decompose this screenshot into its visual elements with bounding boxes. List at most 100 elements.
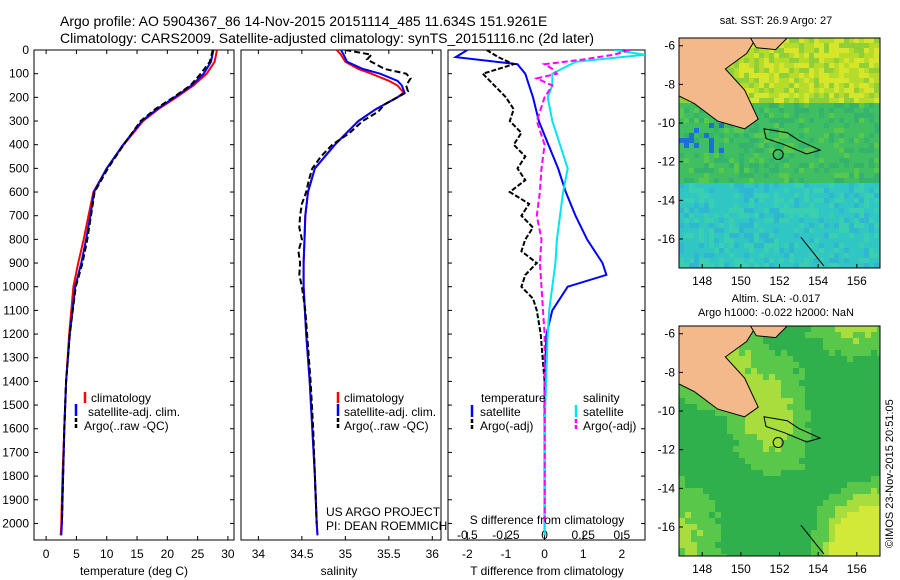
x-tick-label: 30 — [221, 547, 235, 561]
y-tick-label: 700 — [9, 209, 29, 223]
y-tick-label: 1200 — [2, 327, 29, 341]
salinity-legend: climatology satellite-adj. clim. Argo(..… — [336, 391, 436, 433]
sla-map: Altim. SLA: -0.017 Argo h1000: -0.022 h2… — [658, 293, 881, 576]
land-new-guinea — [679, 38, 759, 130]
x-tick-label: 148 — [692, 274, 712, 288]
salinity-xlabel: salinity — [321, 564, 358, 578]
x-tick-label: 34.5 — [290, 547, 314, 561]
y-tick-label: 100 — [9, 67, 29, 81]
legend-title-salinity: salinity — [583, 391, 620, 405]
y-tick-label: 400 — [9, 138, 29, 152]
x-tick-label: 156 — [847, 274, 867, 288]
t-diff-label: T difference from climatology — [470, 564, 624, 578]
argo-location-marker — [772, 149, 784, 161]
y-tick-label: -16 — [658, 232, 676, 246]
x-tick-label: 20 — [161, 547, 175, 561]
climatology-title: Climatology: CARS2009. Satellite-adjuste… — [60, 30, 594, 46]
project-credit: US ARGO PROJECT — [326, 505, 441, 519]
sla-map-title-2: Argo h1000: -0.022 h2000: NaN — [698, 307, 854, 319]
series-line-t-argo-adj- — [480, 50, 546, 524]
x-tick-label: 25 — [191, 547, 205, 561]
series-line-argo-raw-qc- — [297, 50, 412, 524]
y-tick-label: -10 — [658, 404, 676, 418]
y-tick-label: -6 — [664, 39, 675, 53]
x-tick-label: 10 — [100, 547, 114, 561]
salinity-panel: 34 34.5 35 35.5 36 salinity climatology sate… — [240, 49, 447, 578]
x-tick-label: 35 — [339, 547, 353, 561]
y-tick-label: 1600 — [2, 422, 29, 436]
y-tick-label: 1300 — [2, 351, 29, 365]
s-diff-label: S difference from climatology — [470, 513, 625, 527]
legend-label-t-argo: Argo(-adj) — [480, 419, 533, 433]
sst-map: sat. SST: 26.9 Argo: 27 148 150 152 154 156 -… — [658, 15, 881, 288]
reef-outline — [800, 236, 825, 267]
y-tick-label: -14 — [658, 193, 676, 207]
x-tick-label: 1 — [580, 547, 587, 561]
pi-credit: PI: DEAN ROEMMICH — [326, 519, 447, 533]
y-tick-label: -12 — [658, 443, 676, 457]
land-new-britain — [749, 38, 788, 51]
y-tick-label: 200 — [9, 90, 29, 104]
x-tick-label: 154 — [808, 274, 828, 288]
x-tick-label: 15 — [130, 547, 144, 561]
y-tick-label: 1100 — [3, 303, 29, 317]
y-tick-label: 300 — [9, 114, 29, 128]
legend-label-argo: Argo(..raw -QC) — [84, 419, 169, 433]
reef-outline — [800, 524, 825, 555]
legend-label-t-satellite: satellite — [480, 405, 521, 419]
y-tick-label: 2000 — [2, 516, 29, 530]
legend-label-satellite: satellite-adj. clim. — [88, 405, 180, 419]
argo-location-marker — [772, 437, 784, 449]
profile-title: Argo profile: AO 5904367_86 14-Nov-2015 … — [60, 13, 547, 29]
x-tick-label: -2 — [462, 547, 473, 561]
x-tick-label: 36 — [426, 547, 440, 561]
land-louisiade — [763, 416, 822, 443]
x2-tick-label: 0.25 — [572, 528, 596, 542]
legend-label-satellite: satellite-adj. clim. — [344, 405, 436, 419]
y-tick-label: -8 — [664, 365, 675, 379]
x2-tick-label: -0.25 — [492, 528, 520, 542]
x-tick-label: 5 — [73, 547, 80, 561]
y-tick-label: -16 — [658, 520, 676, 534]
y-tick-label: -8 — [664, 77, 675, 91]
x-tick-label: 150 — [731, 274, 751, 288]
y-tick-label: -14 — [658, 481, 676, 495]
y-tick-label: 800 — [9, 232, 29, 246]
legend-label-s-satellite: satellite — [583, 405, 624, 419]
land-new-britain — [749, 326, 788, 339]
legend-title-temperature: temperature — [481, 391, 546, 405]
x-tick-label: 154 — [808, 562, 828, 576]
difference-panel: -2 -1 0 1 2 -0.5 -0.25 0 0.25 0.5 S difference f… — [447, 49, 646, 578]
y-tick-label: 1800 — [2, 469, 29, 483]
land-louisiade — [763, 128, 822, 155]
imos-credit: ©IMOS 23-Nov-2015 20:51:05 — [884, 399, 896, 548]
x-tick-label: 35.5 — [377, 547, 401, 561]
difference-legend: temperature satellite Argo(-adj) salinit… — [470, 391, 636, 433]
y-tick-label: 1700 — [2, 445, 29, 459]
x-tick-label: 34 — [252, 547, 266, 561]
x-tick-label: -1 — [501, 547, 512, 561]
y-tick-label: 1400 — [2, 374, 29, 388]
y-tick-label: -10 — [658, 116, 676, 130]
series-line-s-argo-adj- — [533, 50, 630, 524]
series-line-argo-raw-qc- — [60, 50, 214, 524]
x2-tick-label: 0.5 — [613, 528, 630, 542]
land-new-guinea — [679, 326, 759, 418]
y-tick-label: 600 — [9, 185, 29, 199]
legend-label-s-argo: Argo(-adj) — [583, 419, 636, 433]
y-tick-label: -6 — [664, 327, 675, 341]
sst-map-title: sat. SST: 26.9 Argo: 27 — [720, 15, 833, 27]
x-tick-label: 0 — [541, 547, 548, 561]
x-tick-label: 0 — [43, 547, 50, 561]
temperature-legend: climatology satellite-adj. clim. Argo(..… — [74, 391, 180, 433]
legend-label-climatology: climatology — [91, 391, 151, 405]
y-tick-label: -12 — [658, 155, 676, 169]
y-tick-label: 900 — [9, 256, 29, 270]
sla-map-title-1: Altim. SLA: -0.017 — [732, 293, 821, 305]
x-tick-label: 148 — [692, 562, 712, 576]
legend-label-argo: Argo(..raw -QC) — [344, 419, 429, 433]
y-tick-label: 500 — [9, 161, 29, 175]
x-tick-label: 152 — [769, 562, 789, 576]
x-tick-label: 156 — [847, 562, 867, 576]
